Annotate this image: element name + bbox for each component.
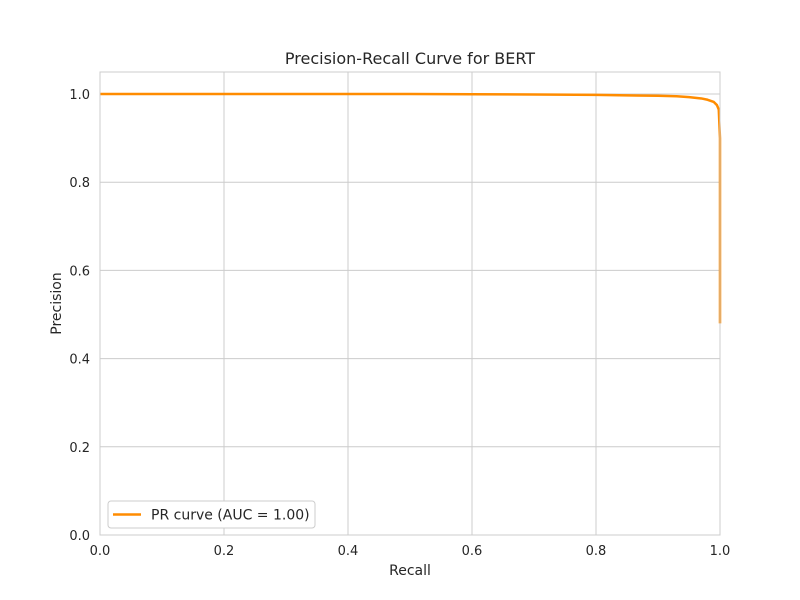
y-axis-label: Precision [49, 272, 65, 334]
legend: PR curve (AUC = 1.00) [107, 500, 316, 529]
y-tick-labels: 0.0 0.2 0.4 0.6 0.8 1.0 [69, 88, 90, 544]
legend-box [107, 500, 316, 529]
y-tick-label: 1.0 [69, 88, 90, 103]
plot-frame [99, 71, 721, 536]
y-tick-label: 0.6 [69, 264, 90, 279]
y-tick-label: 0.8 [69, 176, 90, 191]
x-tick-labels: 0.0 0.2 0.4 0.6 0.8 1.0 [90, 544, 731, 559]
x-tick-label: 0.6 [462, 544, 483, 559]
series-layer [100, 92, 722, 324]
x-tick-label: 0.2 [214, 544, 235, 559]
x-axis-label: Recall [389, 563, 431, 579]
x-tick-label: 0.0 [90, 544, 111, 559]
y-tick-label: 0.4 [69, 353, 90, 368]
y-tick-label: 0.0 [69, 529, 90, 544]
chart-title: Precision-Recall Curve for BERT [285, 49, 535, 68]
plot-background [100, 72, 720, 535]
pr-curve-line [100, 92, 722, 324]
x-tick-label: 0.8 [586, 544, 607, 559]
x-tick-label: 0.4 [338, 544, 359, 559]
y-tick-label: 0.2 [69, 441, 90, 456]
x-tick-label: 1.0 [710, 544, 731, 559]
legend-entry-pr-curve: PR curve (AUC = 1.00) [151, 508, 310, 524]
